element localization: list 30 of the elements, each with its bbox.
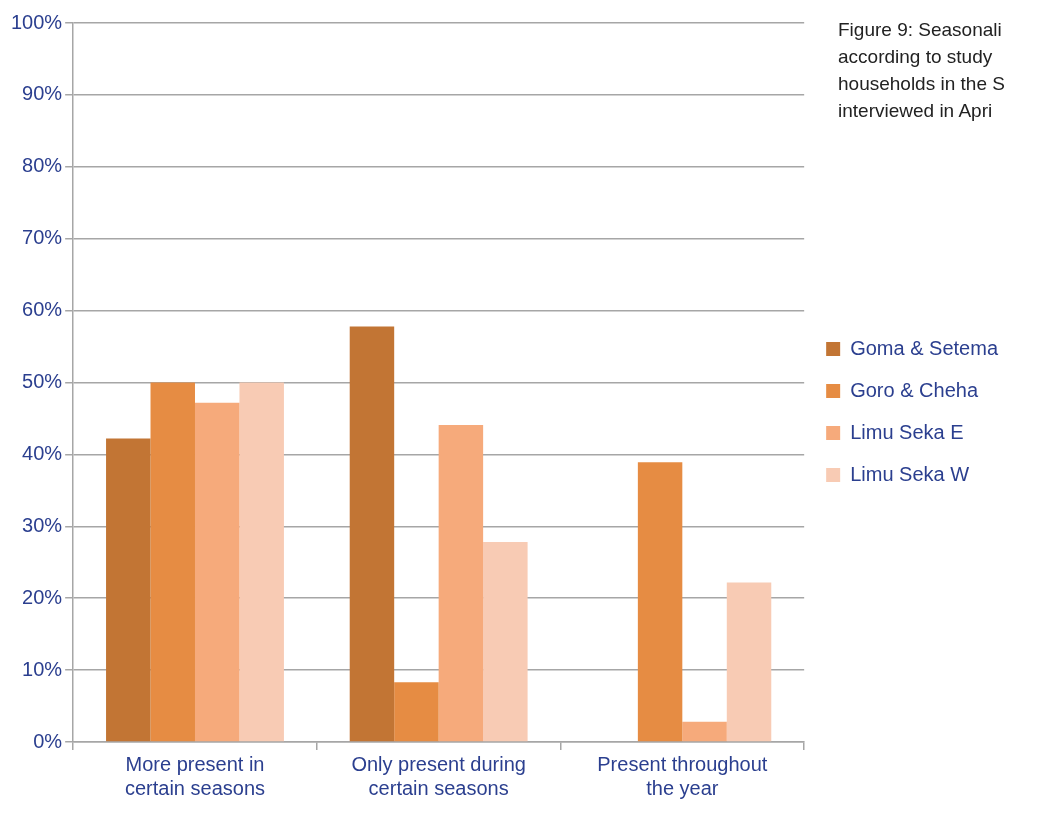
bar — [483, 542, 528, 742]
bar — [637, 462, 683, 742]
x-tick-label: Present throughout the year — [597, 752, 768, 799]
y-tick-label: 70% — [22, 226, 63, 249]
bar — [682, 721, 727, 742]
bar — [726, 582, 772, 742]
legend-label: Limu Seka W — [850, 462, 970, 485]
bar — [239, 382, 284, 742]
x-tick-label: Only present during certain seasons — [351, 752, 526, 799]
caption: Figure 9: Seasonali according to study households in the S interviewed in Apri — [838, 18, 1006, 123]
y-tick-label: 80% — [22, 154, 63, 177]
x-tick-label: More present in certain seasons — [124, 752, 266, 799]
bar — [438, 424, 484, 742]
y-tick-label: 90% — [22, 82, 63, 105]
bar — [349, 326, 395, 742]
y-tick-label: 60% — [22, 298, 63, 321]
y-tick-label: 30% — [22, 513, 63, 536]
bar — [150, 382, 195, 742]
y-tick-label: 40% — [22, 441, 63, 464]
y-tick-label: 50% — [22, 370, 63, 393]
bar — [194, 402, 240, 742]
legend-label: Goro & Cheha — [850, 378, 979, 401]
legend-label: Limu Seka E — [850, 420, 964, 443]
y-tick-label: 20% — [22, 585, 63, 608]
y-tick-label: 10% — [22, 657, 63, 680]
y-tick-label: 100% — [11, 10, 63, 33]
bar — [106, 438, 151, 742]
bar — [394, 682, 439, 742]
legend-label: Goma & Setema — [850, 336, 999, 359]
y-tick-label: 0% — [33, 729, 63, 752]
